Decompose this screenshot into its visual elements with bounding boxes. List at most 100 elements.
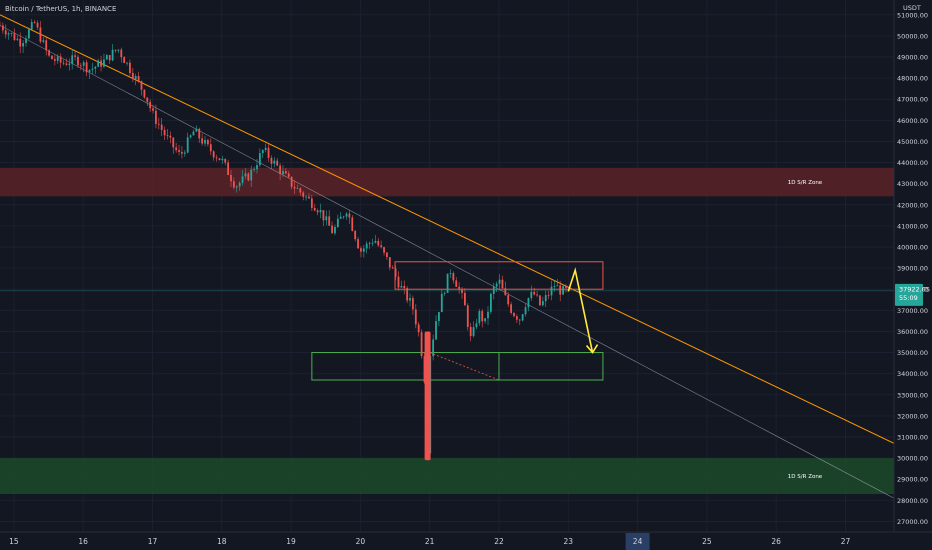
candle-body [270,157,273,164]
upper-sr-zone [0,167,894,197]
candle-body [33,22,36,23]
candle-body [4,30,7,35]
price-tick-label: 39000.00 [897,265,928,273]
candle-body [377,240,380,246]
candle-body [562,286,564,295]
candle-body [27,29,30,39]
candle-body [126,62,128,64]
candle-body [207,139,209,145]
time-tick-label: 27 [841,537,851,546]
candle-body [539,295,541,306]
candle-body [65,63,68,65]
candle-body [56,56,59,61]
time-tick-label: 15 [9,537,19,546]
price-axis-panel[interactable] [894,0,932,532]
annotation-layer [0,267,894,354]
candle-body [224,158,227,163]
candle-body [264,147,267,151]
candle-body [10,33,13,34]
price-tick-label: 34000.00 [897,370,928,378]
candle-body [71,55,74,64]
candle-body [149,101,152,109]
candle-body [74,55,76,57]
price-tick-label: 33000.00 [897,391,928,399]
candle-body [134,76,137,79]
candle-body [258,153,261,166]
time-highlight [625,533,650,550]
candle-body [111,49,114,61]
candle-body [166,135,169,137]
candle-body [498,279,501,284]
candle-body [414,309,417,325]
candle-body [472,327,475,337]
chart-title: Bitcoin / TetherUS, 1h, BINANCE [5,5,116,13]
candle-body [455,280,458,287]
candle-body [345,213,348,217]
candle-body [169,135,172,138]
lower-sr-zone-label: 1D S/R Zone [788,474,823,480]
candle-body [178,150,180,152]
candle-body [97,60,100,67]
candle-body [68,63,71,65]
time-tick-label: 23 [564,537,574,546]
candle-body [293,186,296,189]
price-tick-label: 27000.00 [897,518,928,526]
candle-body [221,158,224,161]
candle-body [357,239,359,249]
candle-body [284,171,287,174]
candle-body [487,311,489,319]
candle-body [129,62,131,74]
candle-body [0,25,1,27]
price-tick-label: 43000.00 [897,180,928,188]
candle-body [94,66,97,69]
price-tick-label: 28000.00 [897,497,928,505]
candle-body [189,135,192,138]
candle-body [484,318,487,322]
price-tick-label: 46000.00 [897,117,928,125]
candle-body [547,295,550,296]
candle-body [339,216,342,219]
candle-body [553,286,556,287]
candle-body [22,43,25,47]
candle-body [218,158,221,161]
candle-body [475,323,478,328]
price-tick-label: 40000.00 [897,244,928,252]
candle-body [302,192,305,197]
time-tick-label: 18 [217,537,227,546]
candle-body [489,293,492,312]
candle-body [204,139,206,144]
lower-sr-zone [0,458,894,494]
candle-body [160,124,163,130]
candle-body [495,283,498,287]
candle-body [544,295,547,302]
candle-body [417,324,420,333]
candle-body [232,181,235,188]
candle-body [137,76,140,82]
candle-body [247,173,250,181]
candle-body [100,60,102,67]
current-price-label: 37922.05 [899,285,930,293]
candle-body [276,160,279,166]
price-tick-label: 37000.00 [897,307,928,315]
candle-body [386,252,388,258]
current-price-tag-bg [895,283,923,306]
candle-body [59,56,62,63]
candle-body [536,294,538,296]
price-tick-label: 42000.00 [897,201,928,209]
candle-body [91,68,94,70]
candle-body [316,210,319,213]
time-axis-panel[interactable] [0,532,932,550]
projection-arrowhead [585,344,599,354]
time-tick-label: 20 [356,537,366,546]
price-tick-label: 36000.00 [897,328,928,336]
candle-body [256,165,258,170]
candle-body [25,38,27,44]
candle-body [533,291,536,295]
candle-body [39,27,42,42]
candle-body [328,216,331,226]
candle-body [504,288,507,296]
candle-body [322,210,325,221]
candle-body [192,131,195,136]
candle-body [449,273,452,274]
